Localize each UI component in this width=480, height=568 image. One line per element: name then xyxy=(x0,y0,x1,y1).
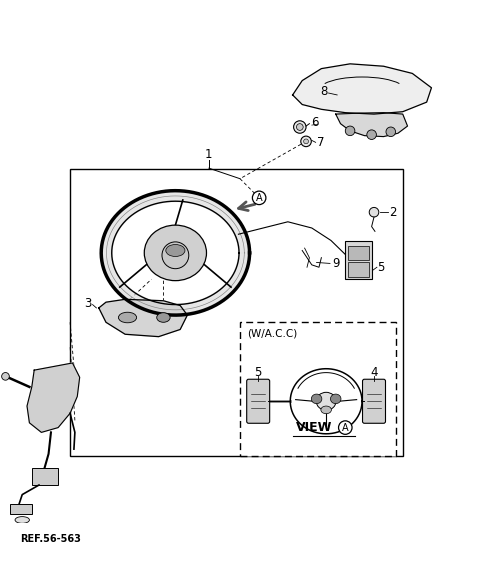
Ellipse shape xyxy=(330,394,341,404)
Text: VIEW: VIEW xyxy=(296,421,332,434)
Circle shape xyxy=(301,136,312,147)
FancyBboxPatch shape xyxy=(247,379,270,423)
Circle shape xyxy=(294,121,306,133)
Text: 9: 9 xyxy=(332,257,339,270)
Ellipse shape xyxy=(15,517,29,523)
Polygon shape xyxy=(99,299,187,337)
Ellipse shape xyxy=(316,392,336,410)
Polygon shape xyxy=(293,64,432,114)
Ellipse shape xyxy=(166,244,185,257)
Text: 4: 4 xyxy=(370,366,378,379)
Circle shape xyxy=(367,130,376,140)
Circle shape xyxy=(304,139,309,144)
Text: 5: 5 xyxy=(254,366,262,379)
Ellipse shape xyxy=(157,313,170,322)
Bar xyxy=(10,504,32,513)
FancyBboxPatch shape xyxy=(362,379,385,423)
Ellipse shape xyxy=(321,406,331,414)
Ellipse shape xyxy=(144,225,206,281)
Bar xyxy=(345,241,372,279)
Bar xyxy=(348,246,369,260)
Text: 5: 5 xyxy=(377,261,385,274)
Circle shape xyxy=(386,127,396,136)
Text: 6: 6 xyxy=(311,116,318,129)
Text: 3: 3 xyxy=(84,296,92,310)
Bar xyxy=(32,468,58,485)
Circle shape xyxy=(369,207,379,217)
Polygon shape xyxy=(27,363,80,432)
Circle shape xyxy=(1,373,9,380)
Text: A: A xyxy=(256,193,263,203)
Bar xyxy=(70,169,403,456)
Bar xyxy=(348,262,369,277)
Circle shape xyxy=(345,126,355,136)
Text: 7: 7 xyxy=(317,136,324,149)
Ellipse shape xyxy=(119,312,137,323)
Circle shape xyxy=(162,242,189,269)
Text: REF.56-563: REF.56-563 xyxy=(20,534,81,544)
Text: 2: 2 xyxy=(389,206,397,219)
Text: 1: 1 xyxy=(205,148,213,161)
Ellipse shape xyxy=(312,394,322,404)
Text: 8: 8 xyxy=(320,85,327,98)
Bar xyxy=(240,322,396,456)
Text: (W/A.C.C): (W/A.C.C) xyxy=(247,328,298,338)
Text: A: A xyxy=(342,423,348,433)
Polygon shape xyxy=(336,112,408,136)
Circle shape xyxy=(297,124,303,131)
